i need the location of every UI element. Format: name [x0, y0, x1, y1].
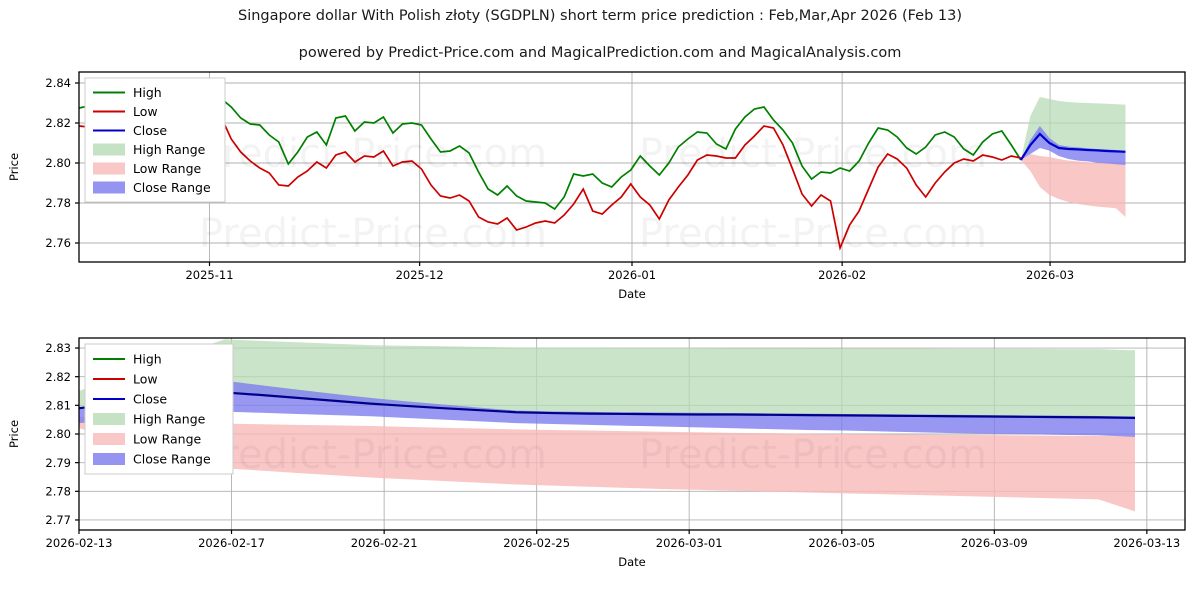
high-line	[78, 84, 1022, 211]
legend-band-swatch	[93, 162, 125, 175]
x-tick-label: 2026-01	[608, 268, 656, 282]
close-range-band	[79, 380, 1135, 437]
x-tick-label: 2026-02-17	[198, 536, 265, 550]
x-tick-label: 2026-02-25	[503, 536, 570, 550]
x-tick-label: 2025-11	[185, 268, 233, 282]
x-tick-label: 2025-12	[396, 268, 444, 282]
x-tick-label: 2026-02-21	[351, 536, 418, 550]
legend-band-swatch	[93, 143, 125, 156]
x-tick-label: 2026-03-01	[656, 536, 723, 550]
page-subtitle: powered by Predict-Price.com and Magical…	[298, 45, 902, 61]
legend-label: High	[133, 352, 162, 367]
low-range-band	[1020, 154, 1126, 217]
bottom-chart-panel: Predict-Price.com Predict-Price.com 2.77 2.…	[0, 330, 1200, 600]
legend-band-swatch	[93, 433, 125, 445]
x-tick-label: 2026-03-05	[808, 536, 875, 550]
y-tick-label: 2.80	[45, 156, 71, 170]
y-axis-label: Price	[7, 420, 21, 448]
watermark: Predict-Price.com	[199, 211, 547, 257]
legend-label: Close Range	[133, 452, 211, 467]
legend-label: High	[133, 85, 162, 100]
y-tick-label: 2.77	[45, 513, 71, 527]
y-tick-label: 2.78	[45, 485, 71, 499]
legend-label: Close Range	[133, 180, 211, 195]
x-axis-label: Date	[618, 555, 646, 569]
legend-label: Low Range	[133, 432, 202, 447]
y-tick-label: 2.84	[45, 76, 71, 90]
x-tick-label: 2026-02-13	[46, 536, 113, 550]
x-tick-label: 2026-03-13	[1113, 536, 1180, 550]
legend-band-swatch	[93, 453, 125, 465]
top-chart-panel: Predict-Price.com Predict-Price.com Predic…	[0, 62, 1200, 302]
close-range-band	[1020, 126, 1126, 165]
legend-band-swatch	[93, 181, 125, 194]
y-axis-label: Price	[7, 153, 21, 181]
legend-label: Close	[133, 392, 167, 407]
x-tick-label: 2026-03	[1026, 268, 1074, 282]
x-axis-label: Date	[618, 287, 646, 301]
watermark: Predict-Price.com	[199, 432, 547, 478]
y-tick-label: 2.81	[45, 399, 71, 413]
y-tick-label: 2.82	[45, 116, 71, 130]
watermark: Predict-Price.com	[639, 211, 987, 257]
legend-label: Low Range	[133, 161, 202, 176]
high-range-band	[1020, 97, 1126, 160]
y-tick-label: 2.83	[45, 341, 71, 355]
legend-box	[84, 77, 226, 203]
legend-label: Close	[133, 123, 167, 138]
watermark: Predict-Price.com	[639, 131, 987, 177]
legend-label: Low	[133, 372, 158, 387]
x-tick-label: 2026-03-09	[961, 536, 1028, 550]
x-tick-label: 2026-02	[818, 268, 866, 282]
y-tick-label: 2.78	[45, 196, 71, 210]
close-line	[78, 391, 1136, 420]
low-line	[78, 108, 1022, 251]
legend-label: Low	[133, 104, 158, 119]
legend-band-swatch	[93, 413, 125, 425]
watermark: Predict-Price.com	[199, 131, 547, 177]
page-title: Singapore dollar With Polish złoty (SGDP…	[237, 8, 963, 24]
y-tick-label: 2.82	[45, 370, 71, 384]
legend-label: High Range	[133, 142, 206, 157]
y-tick-label: 2.79	[45, 456, 71, 470]
legend-box	[84, 343, 234, 475]
y-tick-label: 2.76	[45, 236, 71, 250]
y-tick-label: 2.80	[45, 427, 71, 441]
watermark: Predict-Price.com	[639, 432, 987, 478]
low-range-band	[79, 416, 1135, 512]
close-line	[1019, 132, 1126, 161]
legend-label: High Range	[133, 412, 206, 427]
